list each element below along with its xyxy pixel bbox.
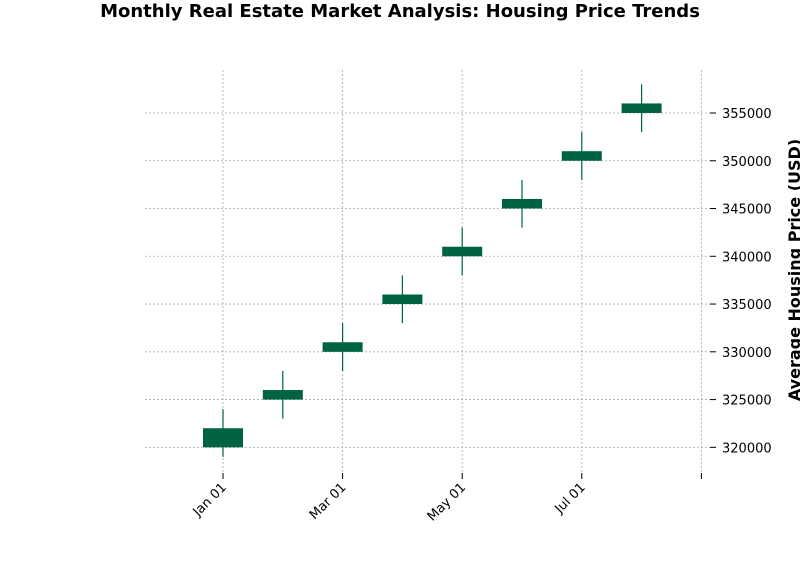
candle — [502, 179, 542, 228]
y-tick-label: 330000 — [722, 346, 772, 361]
candle — [621, 84, 662, 133]
y-tick-label: 340000 — [722, 250, 772, 265]
candle — [382, 275, 423, 324]
y-tick-label: 355000 — [722, 107, 772, 122]
y-tick-label: 325000 — [722, 394, 772, 409]
y-tick-label: 320000 — [722, 441, 772, 456]
candle — [322, 323, 363, 371]
y-tick-label: 350000 — [722, 155, 772, 170]
grid-lines — [145, 70, 710, 476]
y-axis: 320000 325000 330000 335000 340000 345000 3500… — [710, 107, 772, 456]
candle-body — [561, 151, 602, 161]
candles — [203, 84, 662, 457]
candle-body — [262, 390, 303, 400]
x-tick-label: May 01 — [425, 480, 469, 524]
y-tick-label: 335000 — [722, 298, 772, 313]
candle-body — [382, 294, 423, 305]
candle — [561, 132, 602, 180]
candle-body — [322, 342, 363, 352]
candle — [442, 227, 483, 276]
candle — [262, 370, 303, 419]
x-tick-label: Jul 01 — [552, 480, 589, 517]
candle — [203, 409, 243, 457]
candle-body — [442, 246, 483, 257]
x-tick-label: Jan 01 — [190, 480, 230, 520]
y-tick-label: 345000 — [722, 203, 772, 218]
candle-body — [203, 428, 243, 448]
x-axis: Jan 01 Mar 01 May 01 Jul 01 — [190, 473, 702, 524]
x-tick-label: Mar 01 — [307, 480, 350, 523]
chart-title: Monthly Real Estate Market Analysis: Hou… — [100, 1, 700, 22]
y-axis-label: Average Housing Price (USD) — [785, 139, 800, 401]
candle-body — [621, 103, 662, 113]
candle-body — [502, 198, 542, 209]
